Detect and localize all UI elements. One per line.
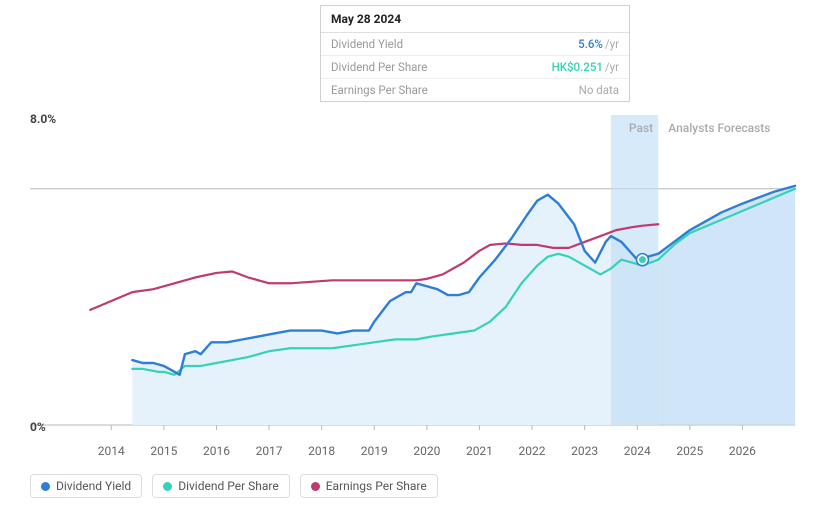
x-tick: 2026 (729, 444, 756, 458)
x-tick: 2015 (150, 444, 177, 458)
legend-dot (41, 482, 50, 491)
x-tick: 2025 (676, 444, 703, 458)
legend-label: Dividend Per Share (178, 479, 279, 493)
tooltip-row-value: 5.6% (578, 37, 603, 51)
legend-item-dividend-per-share[interactable]: Dividend Per Share (152, 474, 290, 498)
x-tick: 2023 (571, 444, 598, 458)
x-tick: 2017 (256, 444, 283, 458)
x-tick: 2020 (413, 444, 440, 458)
past-region-label: Past (629, 121, 653, 135)
x-tick: 2014 (98, 444, 125, 458)
tooltip-row-unit: /yr (605, 37, 619, 51)
x-tick: 2021 (466, 444, 493, 458)
tooltip-row: Dividend Per ShareHK$0.251 /yr (321, 56, 629, 79)
tooltip-row-label: Dividend Yield (331, 37, 578, 51)
forecast-region-label: Analysts Forecasts (668, 121, 770, 135)
tooltip-row-label: Dividend Per Share (331, 60, 552, 74)
y-tick-high: 8.0% (30, 112, 56, 126)
x-tick: 2024 (624, 444, 651, 458)
tooltip-date: May 28 2024 (321, 6, 629, 33)
chart-container: May 28 2024 Dividend Yield5.6% /yrDivide… (0, 0, 821, 508)
x-tick: 2022 (519, 444, 546, 458)
legend-label: Dividend Yield (56, 479, 131, 493)
legend-item-dividend-yield[interactable]: Dividend Yield (30, 474, 142, 498)
legend-item-earnings-per-share[interactable]: Earnings Per Share (300, 474, 438, 498)
tooltip-row-unit: /yr (605, 60, 619, 74)
x-tick: 2018 (308, 444, 335, 458)
legend-dot (311, 482, 320, 491)
tooltip-row: Dividend Yield5.6% /yr (321, 33, 629, 56)
legend: Dividend Yield Dividend Per Share Earnings… (30, 474, 438, 498)
legend-dot (163, 482, 172, 491)
y-tick-zero: 0% (30, 420, 46, 434)
x-tick: 2016 (203, 444, 230, 458)
tooltip-row: Earnings Per ShareNo data (321, 79, 629, 101)
tooltip-row-nodata: No data (579, 83, 619, 97)
tooltip: May 28 2024 Dividend Yield5.6% /yrDivide… (320, 5, 630, 102)
tooltip-row-label: Earnings Per Share (331, 83, 579, 97)
tooltip-row-value: HK$0.251 (552, 60, 603, 74)
x-tick: 2019 (361, 444, 388, 458)
legend-label: Earnings Per Share (326, 479, 427, 493)
